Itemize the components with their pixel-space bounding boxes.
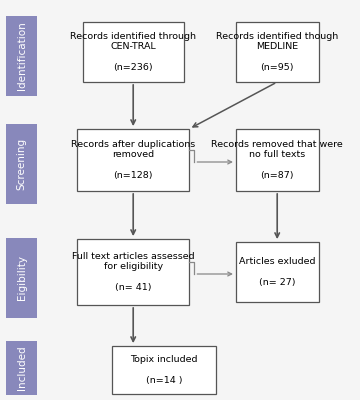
FancyBboxPatch shape [236, 242, 319, 302]
FancyBboxPatch shape [77, 239, 189, 305]
FancyBboxPatch shape [112, 346, 216, 394]
FancyBboxPatch shape [236, 22, 319, 82]
Text: Records identified through
CEN-TRAL

(n=236): Records identified through CEN-TRAL (n=2… [70, 32, 196, 72]
FancyBboxPatch shape [236, 129, 319, 191]
FancyBboxPatch shape [6, 124, 37, 204]
Text: Records removed that were
no full texts

(n=87): Records removed that were no full texts … [211, 140, 343, 180]
Text: Included: Included [17, 346, 27, 390]
FancyBboxPatch shape [6, 16, 37, 96]
Text: Records identified though
MEDLINE

(n=95): Records identified though MEDLINE (n=95) [216, 32, 338, 72]
FancyBboxPatch shape [6, 238, 37, 318]
FancyBboxPatch shape [6, 341, 37, 395]
FancyBboxPatch shape [77, 129, 189, 191]
Text: Eigibility: Eigibility [17, 256, 27, 300]
Text: Records after duplications
removed

(n=128): Records after duplications removed (n=12… [71, 140, 195, 180]
Text: Identification: Identification [17, 22, 27, 90]
Text: Topix included

(n=14 ): Topix included (n=14 ) [130, 355, 198, 385]
Text: Screening: Screening [17, 138, 27, 190]
Text: Articles exluded

(n= 27): Articles exluded (n= 27) [239, 257, 315, 287]
Text: Full text articles assessed
for eligibility

(n= 41): Full text articles assessed for eligibil… [72, 252, 194, 292]
FancyBboxPatch shape [83, 22, 184, 82]
